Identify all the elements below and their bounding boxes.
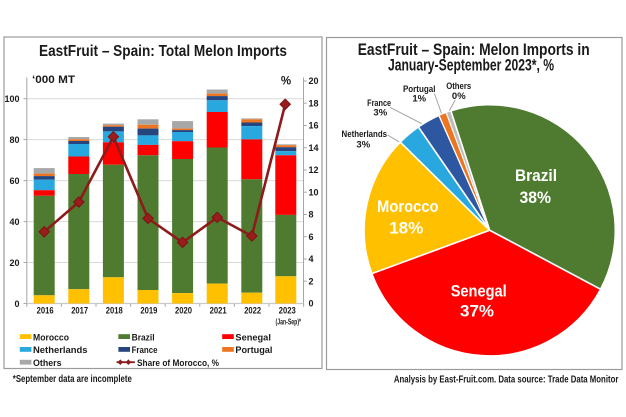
svg-text:10: 10 [309,187,319,197]
svg-text:*September data are incomplete: *September data are incomplete [13,374,132,385]
svg-text:Brazil: Brazil [132,332,155,343]
svg-text:Morocco: Morocco [33,332,69,343]
svg-text:20: 20 [309,76,319,86]
svg-text:Brazil: Brazil [515,166,557,185]
svg-text:2019: 2019 [140,306,157,316]
svg-text:Others: Others [33,358,62,369]
svg-text:Analysis by East-Fruit.com. Da: Analysis by East-Fruit.com. Data source:… [394,374,619,385]
svg-text:France: France [132,345,158,356]
svg-text:20: 20 [9,258,19,268]
svg-text:(Jan-Sep)*: (Jan-Sep)* [276,318,302,327]
svg-text:Others: Others [446,81,471,92]
svg-text:8: 8 [309,210,314,220]
svg-text:2022: 2022 [244,306,261,316]
svg-text:1%: 1% [412,93,426,104]
svg-text:0%: 0% [452,91,466,102]
svg-text:6: 6 [309,232,314,242]
svg-text:3%: 3% [356,140,370,151]
svg-text:18: 18 [309,98,319,108]
svg-text:37%: 37% [460,302,494,321]
svg-text:Netherlands: Netherlands [342,129,388,140]
svg-text:16: 16 [309,121,319,131]
svg-text:100: 100 [4,94,19,104]
svg-text:2020: 2020 [175,306,192,316]
svg-text:12: 12 [309,165,319,175]
svg-text:0: 0 [14,299,19,309]
svg-text:4: 4 [309,254,314,264]
svg-text:‘000 MT: ‘000 MT [32,74,75,86]
svg-text:Senegal: Senegal [235,332,271,343]
svg-text:3%: 3% [373,108,387,119]
svg-text:2: 2 [309,276,314,286]
svg-text:January-September 2023*, %: January-September 2023*, % [388,57,554,75]
svg-text:2023: 2023 [279,306,296,316]
svg-text:2016: 2016 [37,306,54,316]
svg-text:Portugal: Portugal [403,84,436,95]
svg-text:2017: 2017 [71,306,88,316]
svg-text:40: 40 [9,217,19,227]
svg-text:Share of Morocco, %: Share of Morocco, % [137,358,219,369]
svg-text:14: 14 [309,143,319,153]
svg-text:EastFruit – Spain: Melon Impor: EastFruit – Spain: Melon Imports in [358,41,590,59]
svg-text:38%: 38% [520,188,552,207]
svg-text:France: France [367,98,391,109]
svg-text:2021: 2021 [210,306,227,316]
svg-text:%: % [281,76,291,88]
svg-text:EastFruit – Spain: Total Melon: EastFruit – Spain: Total Melon Imports [39,43,287,60]
svg-text:18%: 18% [389,219,423,238]
svg-text:80: 80 [9,135,19,145]
svg-text:0: 0 [309,299,314,309]
svg-text:60: 60 [9,176,19,186]
svg-text:Portugal: Portugal [235,345,272,356]
svg-text:2018: 2018 [106,306,123,316]
svg-text:Morocco: Morocco [377,197,439,216]
svg-text:Senegal: Senegal [451,282,507,301]
svg-text:Netherlands: Netherlands [33,345,88,356]
